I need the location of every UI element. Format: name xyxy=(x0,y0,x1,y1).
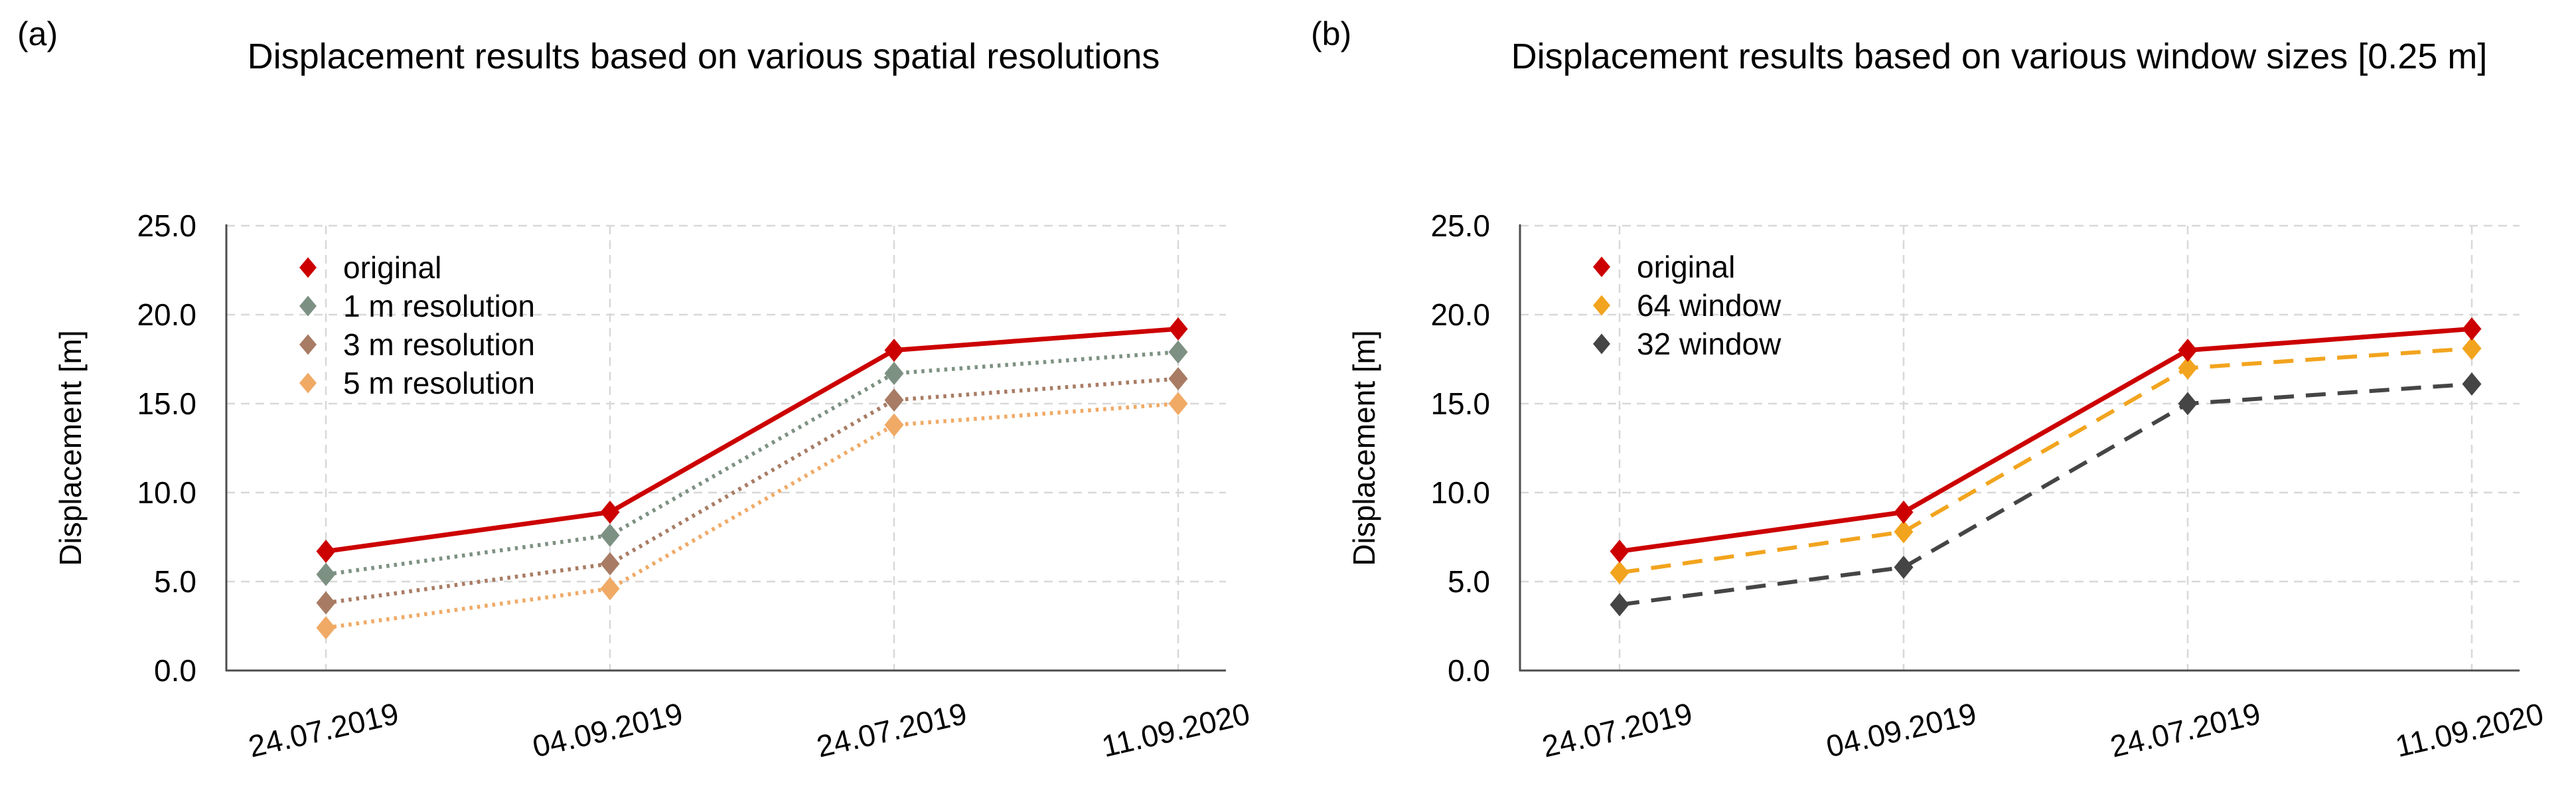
data-point-marker-3-m-resolution xyxy=(884,388,904,412)
data-point-marker-64-window xyxy=(1610,561,1629,585)
series-line-original xyxy=(1619,326,2472,554)
data-point-marker-original xyxy=(600,500,620,524)
panel-label-a: (a) xyxy=(17,15,58,52)
x-tick-label: 04.09.2019 xyxy=(529,696,686,763)
data-point-marker-32-window xyxy=(2462,372,2482,396)
data-point-marker-original xyxy=(884,339,904,362)
y-axis-title: Displacement [m] xyxy=(1347,330,1381,566)
y-tick-label: 15.0 xyxy=(137,386,196,421)
data-point-marker-64-window xyxy=(2178,356,2198,380)
data-point-marker-original xyxy=(2178,339,2198,362)
data-point-marker-3-m-resolution xyxy=(316,591,336,615)
panel-label-b: (b) xyxy=(1311,15,1352,52)
legend-label-1-m-resolution: 1 m resolution xyxy=(343,289,535,323)
data-point-marker-64-window xyxy=(1894,520,1914,544)
y-tick-label: 20.0 xyxy=(137,297,196,332)
y-tick-label: 0.0 xyxy=(1448,653,1490,688)
y-tick-label: 0.0 xyxy=(154,653,196,688)
legend-marker-64-window xyxy=(1593,295,1610,316)
data-point-marker-original xyxy=(1894,500,1914,524)
data-point-marker-1-m-resolution xyxy=(884,361,904,385)
data-point-marker-original xyxy=(2462,317,2482,341)
series-line-32-window xyxy=(1619,382,2472,607)
series-line-5-m-resolution xyxy=(325,402,1179,630)
data-point-marker-5-m-resolution xyxy=(884,413,904,437)
x-tick-label: 11.09.2020 xyxy=(2392,696,2547,764)
series-line-3-m-resolution xyxy=(325,376,1179,605)
legend-label-3-m-resolution: 3 m resolution xyxy=(343,327,535,362)
y-tick-label: 25.0 xyxy=(1430,208,1490,243)
x-tick-label: 24.07.2019 xyxy=(245,696,402,763)
y-tick-label: 20.0 xyxy=(1430,297,1490,332)
series-line-1-m-resolution xyxy=(325,350,1179,577)
data-point-marker-32-window xyxy=(1894,556,1914,580)
y-tick-label: 5.0 xyxy=(154,564,196,599)
x-tick-label: 24.07.2019 xyxy=(813,696,970,763)
y-tick-label: 25.0 xyxy=(137,208,196,243)
data-point-marker-3-m-resolution xyxy=(1168,366,1188,390)
legend-marker-1-m-resolution xyxy=(299,295,317,317)
legend-marker-3-m-resolution xyxy=(299,334,317,355)
y-tick-label: 10.0 xyxy=(137,475,196,510)
x-tick-label: 11.09.2020 xyxy=(1099,696,1253,764)
data-point-marker-32-window xyxy=(1610,593,1629,617)
legend-marker-5-m-resolution xyxy=(299,372,317,394)
data-point-marker-5-m-resolution xyxy=(1168,392,1188,416)
legend-marker-original xyxy=(1593,256,1610,277)
y-axis-title: Displacement [m] xyxy=(53,330,88,566)
legend-label-32-window: 32 window xyxy=(1637,327,1781,361)
y-tick-label: 15.0 xyxy=(1430,386,1490,421)
chart-title-b: Displacement results based on various wi… xyxy=(1511,37,2488,76)
data-point-marker-original xyxy=(1610,539,1629,563)
data-point-marker-1-m-resolution xyxy=(316,562,336,586)
data-point-marker-32-window xyxy=(2178,392,2198,416)
data-point-marker-original xyxy=(316,539,336,563)
x-tick-label: 24.07.2019 xyxy=(1539,696,1695,763)
data-point-marker-1-m-resolution xyxy=(1168,340,1188,364)
legend-marker-32-window xyxy=(1593,333,1610,355)
data-point-marker-5-m-resolution xyxy=(316,616,336,640)
legend-marker-original xyxy=(299,257,317,278)
x-tick-label: 04.09.2019 xyxy=(1823,696,1979,763)
chart-title-a: Displacement results based on various sp… xyxy=(247,37,1160,76)
series-line-64-window xyxy=(1619,346,2472,575)
data-point-marker-64-window xyxy=(2462,337,2482,360)
data-point-marker-original xyxy=(1168,317,1188,341)
series-line-original xyxy=(325,326,1179,554)
data-point-marker-5-m-resolution xyxy=(600,577,620,601)
y-tick-label: 5.0 xyxy=(1448,564,1490,599)
legend-label-64-window: 64 window xyxy=(1637,288,1781,323)
data-point-marker-3-m-resolution xyxy=(600,552,620,576)
legend-label-5-m-resolution: 5 m resolution xyxy=(343,366,535,400)
legend-label-original: original xyxy=(343,250,441,285)
data-point-marker-1-m-resolution xyxy=(600,523,620,547)
legend-label-original: original xyxy=(1637,250,1735,284)
x-tick-label: 24.07.2019 xyxy=(2107,696,2263,763)
y-tick-label: 10.0 xyxy=(1430,475,1490,510)
